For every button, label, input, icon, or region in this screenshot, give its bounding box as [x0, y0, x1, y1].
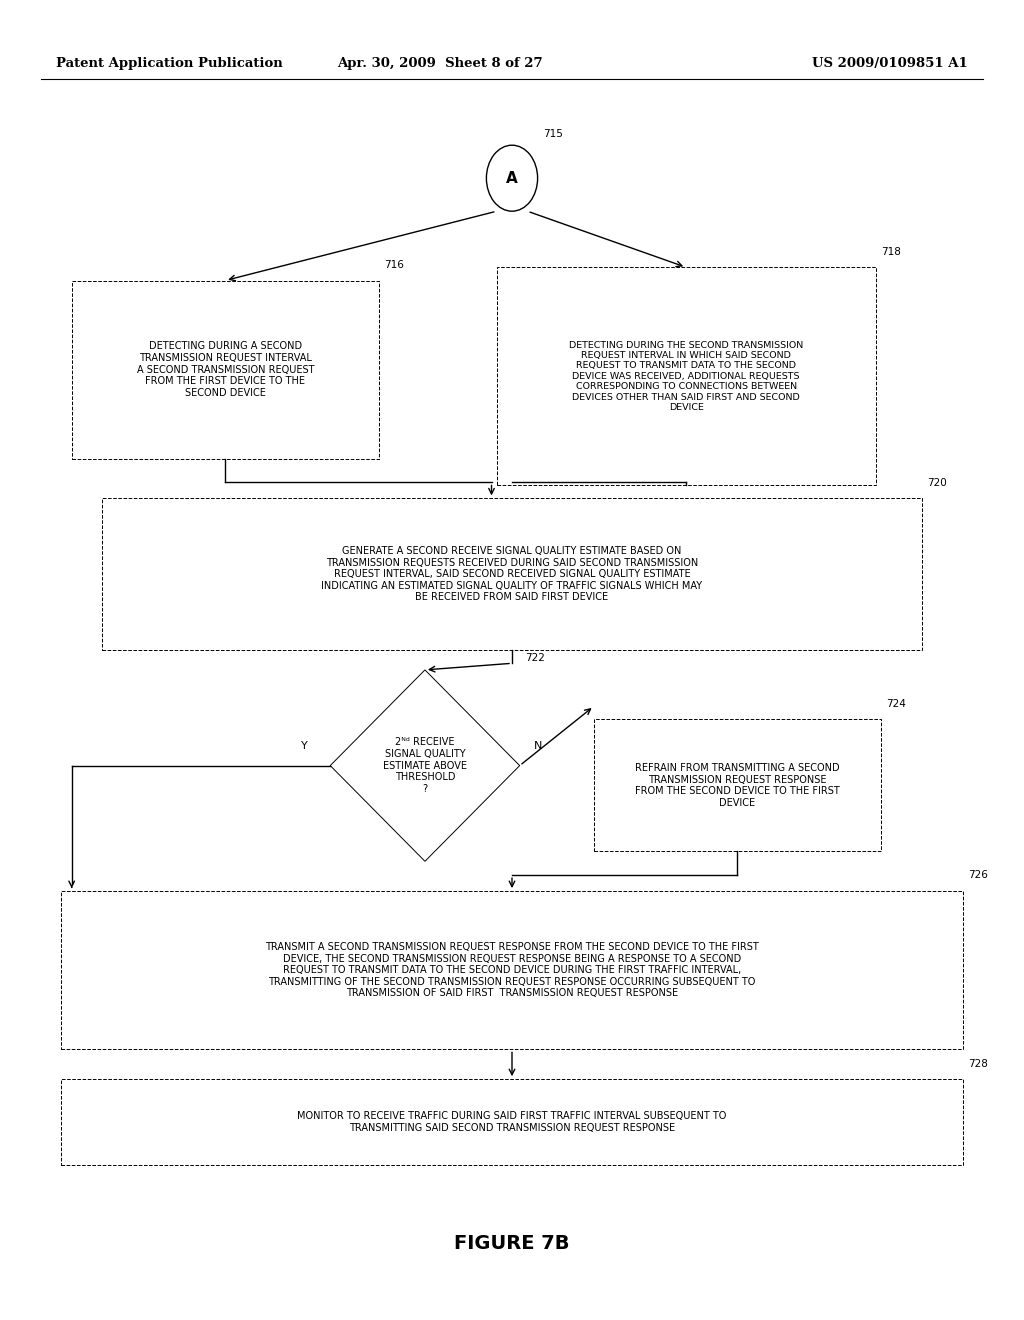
Text: TRANSMIT A SECOND TRANSMISSION REQUEST RESPONSE FROM THE SECOND DEVICE TO THE FI: TRANSMIT A SECOND TRANSMISSION REQUEST R… — [265, 942, 759, 998]
Text: Y: Y — [301, 741, 308, 751]
Bar — [61, 891, 963, 1049]
Text: 715: 715 — [543, 128, 562, 139]
Text: 728: 728 — [968, 1059, 987, 1069]
Text: 722: 722 — [524, 653, 545, 663]
Text: FIGURE 7B: FIGURE 7B — [455, 1234, 569, 1253]
Text: A: A — [506, 170, 518, 186]
Text: REFRAIN FROM TRANSMITTING A SECOND
TRANSMISSION REQUEST RESPONSE
FROM THE SECOND: REFRAIN FROM TRANSMITTING A SECOND TRANS… — [635, 763, 840, 808]
Text: US 2009/0109851 A1: US 2009/0109851 A1 — [812, 57, 968, 70]
Text: MONITOR TO RECEIVE TRAFFIC DURING SAID FIRST TRAFFIC INTERVAL SUBSEQUENT TO
TRAN: MONITOR TO RECEIVE TRAFFIC DURING SAID F… — [297, 1111, 727, 1133]
Text: GENERATE A SECOND RECEIVE SIGNAL QUALITY ESTIMATE BASED ON
TRANSMISSION REQUESTS: GENERATE A SECOND RECEIVE SIGNAL QUALITY… — [322, 546, 702, 602]
Text: DETECTING DURING THE SECOND TRANSMISSION
REQUEST INTERVAL IN WHICH SAID SECOND
R: DETECTING DURING THE SECOND TRANSMISSION… — [569, 341, 803, 412]
Text: Apr. 30, 2009  Sheet 8 of 27: Apr. 30, 2009 Sheet 8 of 27 — [338, 57, 543, 70]
Polygon shape — [330, 671, 519, 862]
Text: 718: 718 — [881, 247, 900, 256]
Text: 726: 726 — [968, 870, 987, 880]
Bar — [61, 1080, 963, 1166]
Bar — [102, 499, 922, 651]
Bar — [72, 281, 379, 459]
Text: 724: 724 — [886, 698, 905, 709]
Text: Patent Application Publication: Patent Application Publication — [56, 57, 283, 70]
Text: 720: 720 — [927, 478, 946, 488]
Bar — [594, 719, 881, 851]
Text: 716: 716 — [384, 260, 403, 271]
Text: DETECTING DURING A SECOND
TRANSMISSION REQUEST INTERVAL
A SECOND TRANSMISSION RE: DETECTING DURING A SECOND TRANSMISSION R… — [136, 342, 314, 397]
Bar — [497, 267, 876, 486]
Text: 2ᴺᵈ RECEIVE
SIGNAL QUALITY
ESTIMATE ABOVE
THRESHOLD
?: 2ᴺᵈ RECEIVE SIGNAL QUALITY ESTIMATE ABOV… — [383, 738, 467, 793]
Text: N: N — [534, 741, 543, 751]
Circle shape — [486, 145, 538, 211]
